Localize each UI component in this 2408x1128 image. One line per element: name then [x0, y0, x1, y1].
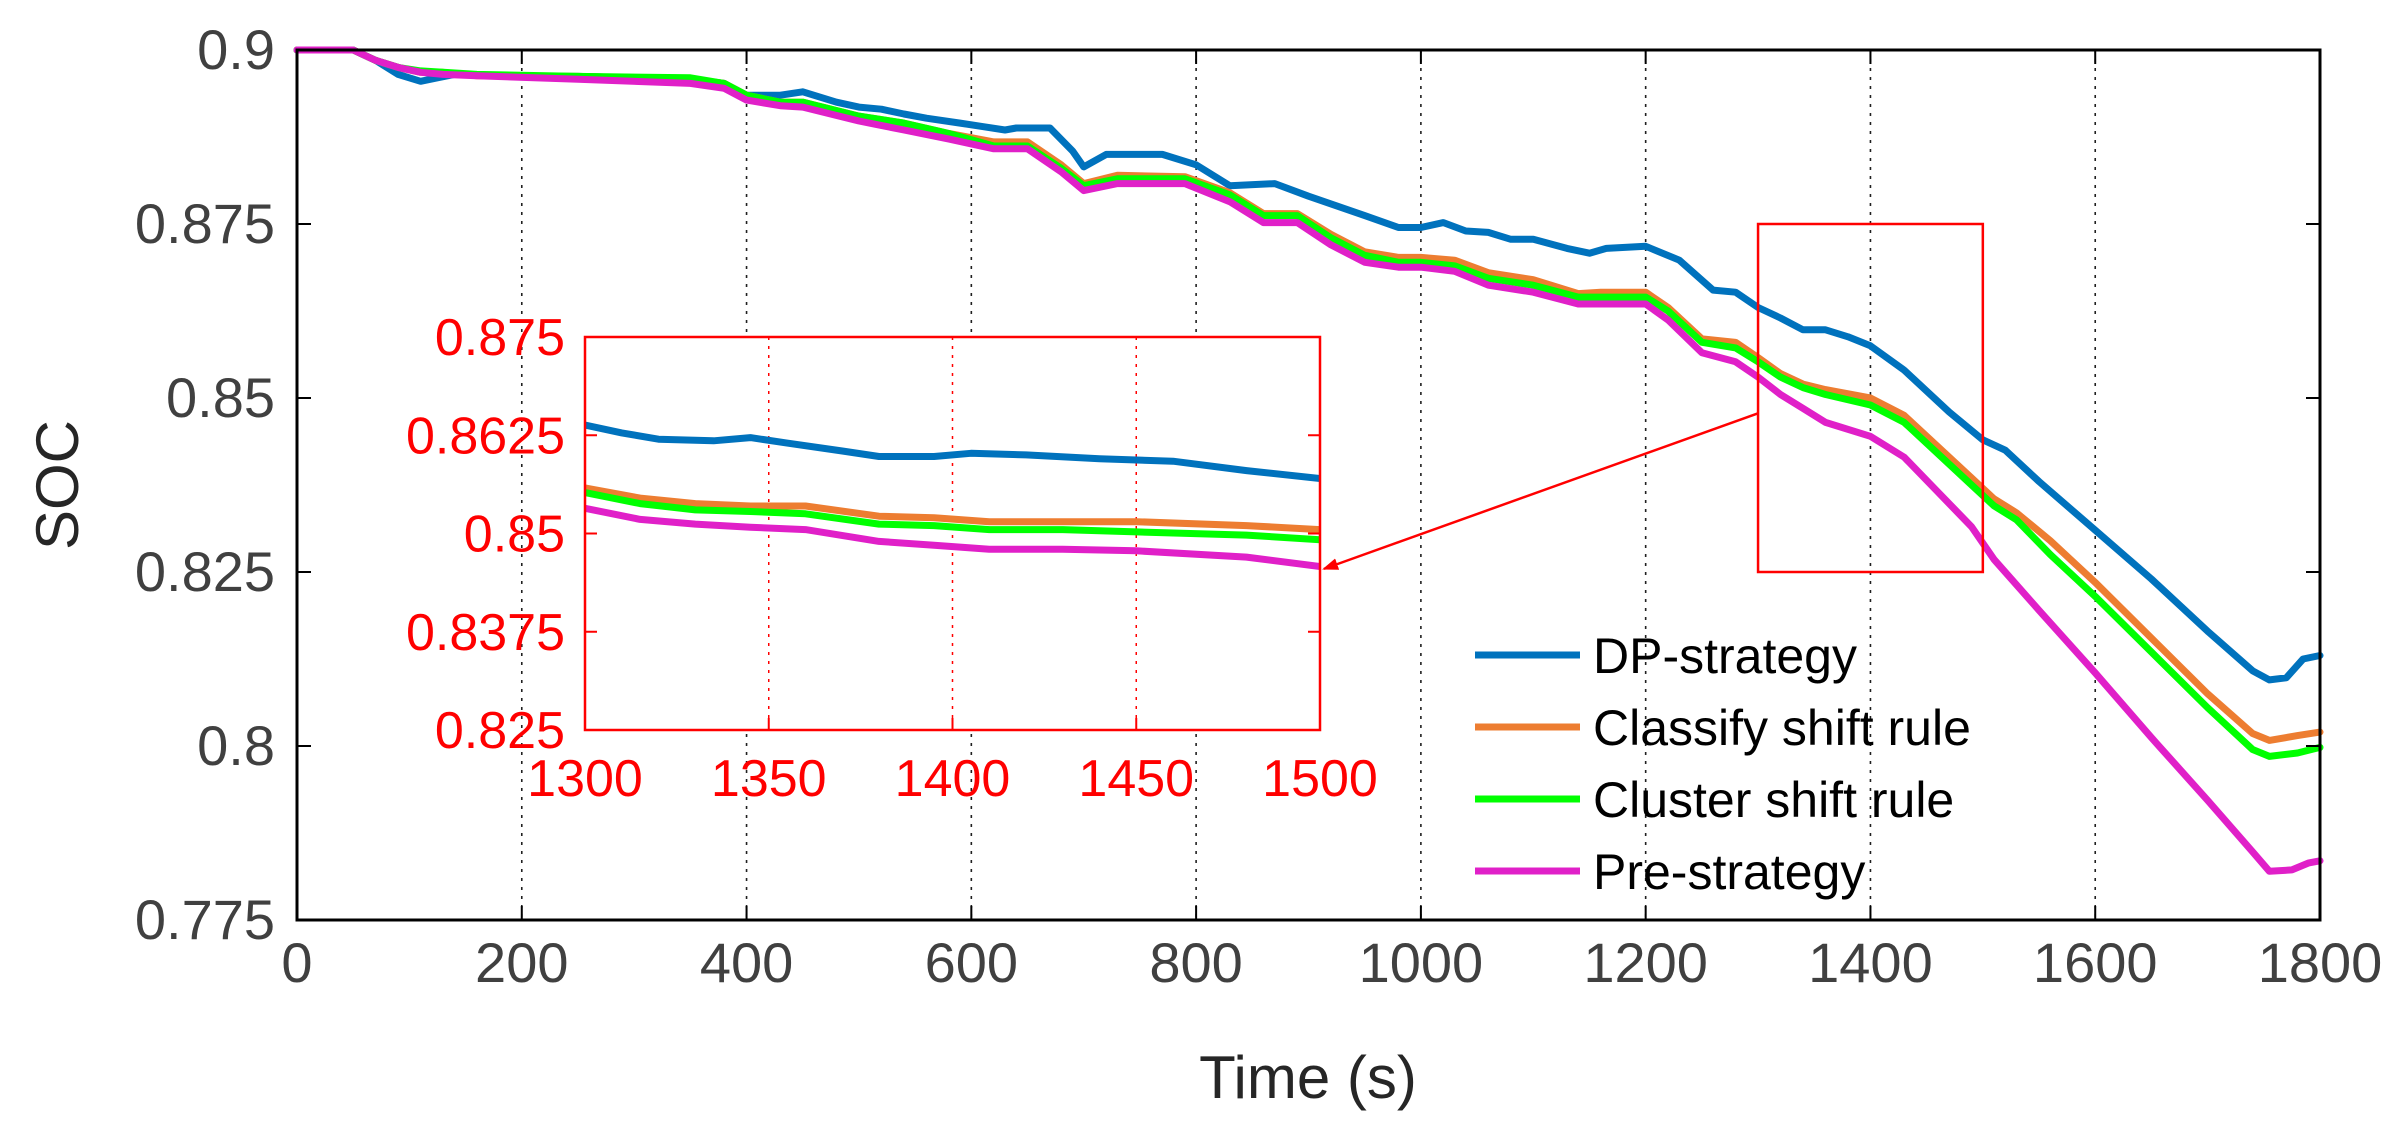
main-plot-area [293, 46, 2324, 875]
inset-series-line-classify-shift-rule [585, 484, 1320, 534]
main-y-axis-ticks: 0.775 0.8 0.825 0.85 0.875 0.9 [135, 18, 2320, 951]
legend-label-dp-strategy: DP-strategy [1593, 628, 1857, 684]
inset-series-line-dp-strategy [585, 421, 1320, 483]
inset-y-tick-label: 0.875 [435, 309, 565, 367]
inset-y-tick-label: 0.8375 [406, 604, 565, 662]
legend: DP-strategy Classify shift rule Cluster sh… [1475, 628, 1971, 900]
inset-gridlines [768, 337, 1137, 730]
x-tick-label: 1800 [2258, 931, 2383, 994]
y-tick-label: 0.9 [197, 18, 275, 81]
inset-y-tick-label: 0.8625 [406, 407, 565, 465]
main-x-axis-ticks: 0 200 400 600 800 1000 1200 1400 1600 1800 [281, 50, 2382, 994]
legend-label-pre-strategy: Pre-strategy [1593, 844, 1865, 900]
x-tick-label: 600 [925, 931, 1018, 994]
x-tick-label: 400 [700, 931, 793, 994]
x-tick-label: 1600 [2033, 931, 2158, 994]
y-tick-label: 0.85 [166, 366, 275, 429]
inset-y-tick-label: 0.85 [464, 506, 565, 564]
inset-x-tick-label: 1450 [1078, 750, 1194, 808]
y-tick-label: 0.875 [135, 192, 275, 255]
x-tick-label: 1200 [1583, 931, 1708, 994]
zoom-arrow [1322, 412, 1759, 571]
inset-x-tick-label: 1350 [711, 750, 827, 808]
inset-y-axis-ticks: 0.825 0.8375 0.85 0.8625 0.875 [406, 309, 1320, 760]
x-tick-label: 200 [475, 931, 568, 994]
y-axis-title: SOC [24, 420, 91, 550]
inset-x-tick-label: 1300 [527, 750, 643, 808]
x-tick-label: 1400 [1808, 931, 1933, 994]
x-tick-label: 1000 [1359, 931, 1484, 994]
inset-x-tick-label: 1400 [895, 750, 1011, 808]
x-tick-label: 800 [1149, 931, 1242, 994]
zoom-region-box [1756, 222, 1985, 574]
x-axis-title: Time (s) [1199, 1044, 1417, 1111]
series-line-pre-strategy [293, 46, 2324, 875]
inset-x-axis-ticks: 1300 1350 1400 1450 1500 [527, 718, 1378, 808]
legend-label-classify-shift-rule: Classify shift rule [1593, 700, 1971, 756]
inset-x-tick-label: 1500 [1262, 750, 1378, 808]
inset-y-tick-label: 0.825 [435, 702, 565, 760]
x-tick-label: 0 [281, 931, 312, 994]
y-tick-label: 0.775 [135, 888, 275, 951]
y-tick-label: 0.825 [135, 540, 275, 603]
main-plot-frame [295, 48, 2322, 922]
inset-series-line-pre-strategy [585, 504, 1320, 571]
series-line-cluster-shift-rule [293, 46, 2324, 760]
inset-series-line-cluster-shift-rule [585, 489, 1320, 544]
inset-plot-area [585, 421, 1320, 571]
legend-label-cluster-shift-rule: Cluster shift rule [1593, 772, 1954, 828]
y-tick-label: 0.8 [197, 714, 275, 777]
